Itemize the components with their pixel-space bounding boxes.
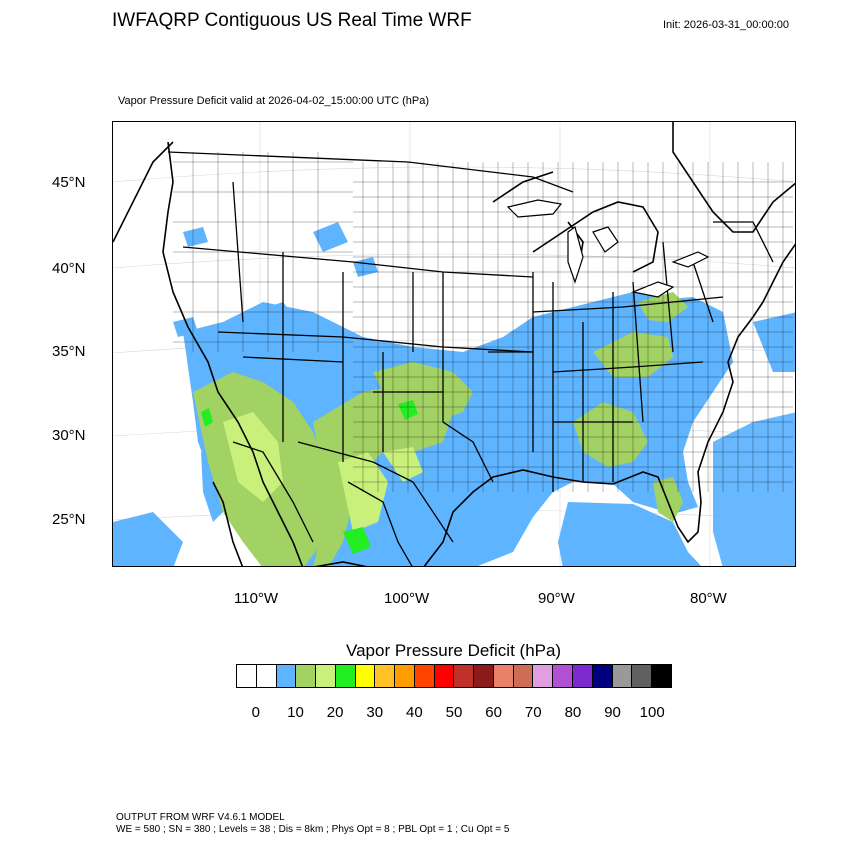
colorbar-tick-label: 100 [639,704,665,721]
colorbar-box [533,665,554,687]
great-lakes [506,199,710,298]
lon-label-110: 110°W [234,590,279,607]
colorbar-box [316,665,336,687]
colorbar-box [573,665,593,687]
lon-label-90: 90°W [538,590,575,607]
colorbar-title: Vapor Pressure Deficit (hPa) [346,641,562,660]
colorbar-box [474,665,494,687]
lat-label-40: 40°N [52,260,86,277]
colorbar-box [553,665,574,687]
colorbar-tick-label: 0 [251,704,260,721]
lat-label-35: 35°N [52,343,86,360]
main-title: IWFAQRP Contiguous US Real Time WRF [112,10,472,31]
colorbar-box [513,665,534,687]
colorbar-tick-label: 40 [406,704,423,721]
colorbar-box [256,665,277,687]
colorbar-box [276,665,297,687]
colorbar-box [592,665,613,687]
colorbar-box [335,665,356,687]
colorbar-box [632,665,653,687]
footer-config-line: WE = 580 ; SN = 380 ; Levels = 38 ; Dis … [116,824,510,835]
lon-label-100: 100°W [384,590,430,607]
map-panel [112,121,796,567]
colorbar-box [493,665,514,687]
init-time-label: Init: 2026-03-31_00:00:00 [663,19,789,31]
lon-label-80: 80°W [690,590,727,607]
colorbar-box [612,665,633,687]
colorbar-box [395,665,415,687]
colorbar-box [296,665,317,687]
colorbar [236,664,672,688]
colorbar-tick-label: 20 [326,704,344,721]
vpd-map [113,122,795,566]
lat-label-25: 25°N [52,511,86,528]
colorbar-tick-label: 50 [445,704,463,721]
colorbar-tick-label: 60 [485,704,502,721]
colorbar-tick-label: 70 [524,704,542,721]
colorbar-box [652,665,671,687]
colorbar-box [434,665,455,687]
footer-model-line: OUTPUT FROM WRF V4.6.1 MODEL [116,812,285,823]
colorbar-tick-label: 30 [366,704,384,721]
lat-label-45: 45°N [52,174,86,191]
valid-time-label: Vapor Pressure Deficit valid at 2026-04-… [118,95,430,107]
colorbar-box [237,665,257,687]
colorbar-box [355,665,376,687]
colorbar-tick-label: 80 [564,704,582,721]
lat-label-30: 30°N [52,427,86,444]
colorbar-box [375,665,396,687]
colorbar-box [414,665,435,687]
colorbar-tick-label: 90 [604,704,621,721]
colorbar-box [454,665,475,687]
colorbar-tick-label: 10 [287,704,304,721]
